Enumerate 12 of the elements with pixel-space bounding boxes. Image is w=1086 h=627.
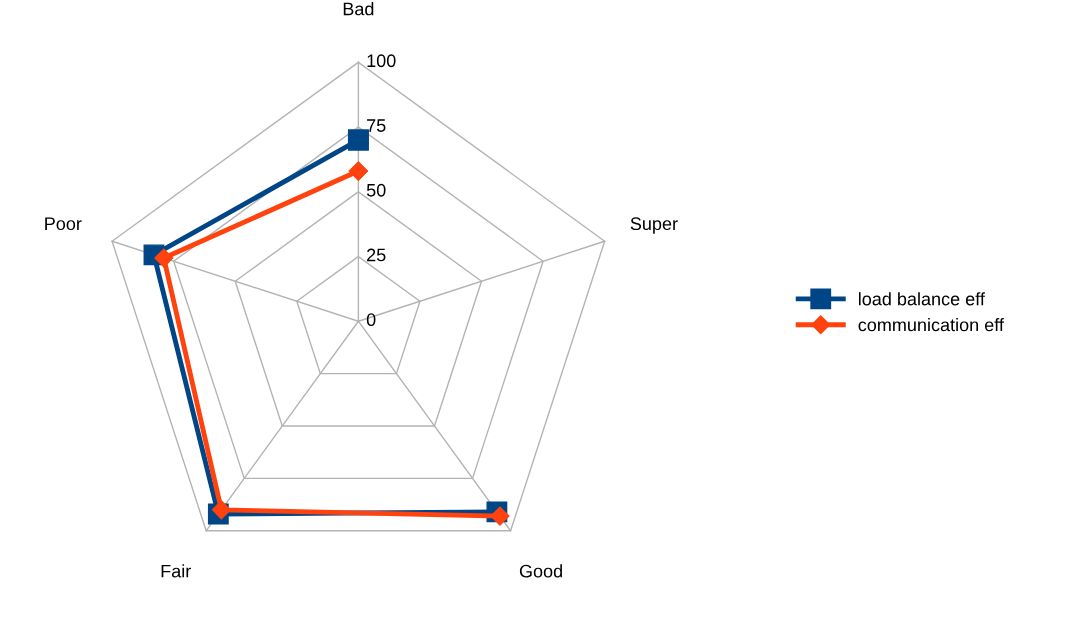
spoke-label: Good	[519, 564, 562, 578]
spoke-label: Fair	[161, 564, 191, 578]
y-tick-label: 25	[367, 248, 386, 262]
y-tick-label: 0	[366, 313, 376, 327]
y-tick-label: 100	[367, 54, 396, 68]
spoke-label: Poor	[45, 217, 82, 231]
spoke-label: Bad	[343, 2, 374, 16]
legend-label: communication eff	[858, 318, 1004, 332]
legend-label: load balance eff	[858, 292, 985, 306]
y-tick-label: 50	[366, 183, 386, 197]
y-tick-label: 75	[367, 119, 386, 132]
spoke-label: Super	[630, 217, 678, 234]
